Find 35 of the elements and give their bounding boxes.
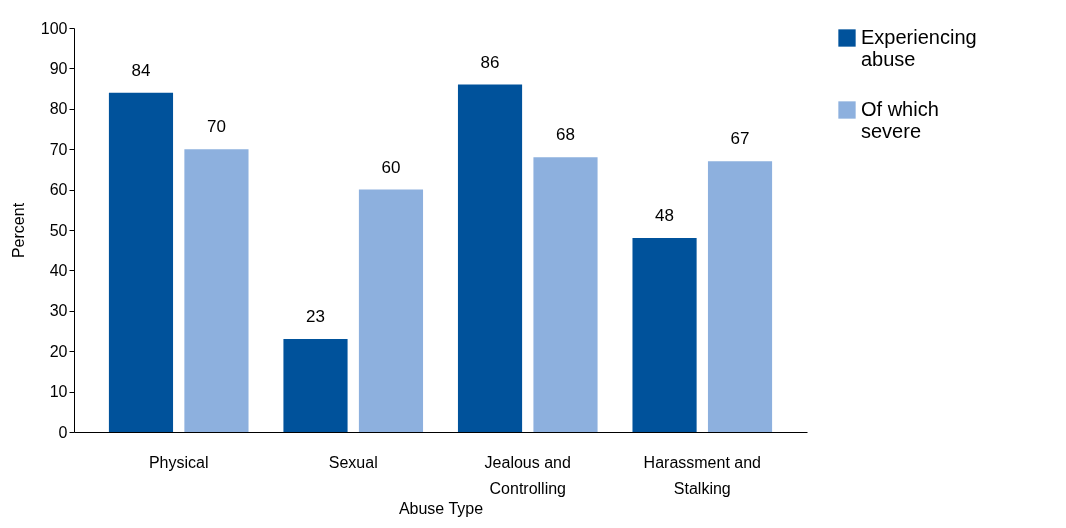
x-tick-label: Harassment and Stalking <box>643 453 761 497</box>
bar <box>632 238 697 432</box>
data-label: 86 <box>480 52 500 72</box>
data-label: 70 <box>206 117 226 137</box>
data-label: 48 <box>655 206 675 226</box>
data-label: 84 <box>131 60 151 80</box>
y-tick-label: 30 <box>49 302 68 320</box>
bar <box>108 92 174 432</box>
y-tick-label: 40 <box>49 261 68 279</box>
x-tick-label: Sexual <box>328 453 378 471</box>
x-axis-title: Abuse Type <box>398 499 484 517</box>
bar <box>533 157 598 432</box>
y-tick-label: 0 <box>58 423 68 441</box>
bar <box>283 339 348 432</box>
bar <box>457 84 523 432</box>
x-tick-label: Jealous and Controlling <box>484 453 571 497</box>
data-label: 60 <box>381 157 401 177</box>
data-label: 67 <box>730 129 750 149</box>
x-tick-label: Physical <box>148 453 209 471</box>
y-tick-label: 20 <box>49 342 68 360</box>
data-label: 23 <box>306 307 325 327</box>
y-tick-label: 80 <box>49 100 68 118</box>
y-axis-title: Percent <box>9 202 27 259</box>
y-tick-label: 100 <box>40 19 68 37</box>
legend-label: Experiencing abuse <box>861 26 977 70</box>
bar <box>358 189 424 432</box>
data-label: 68 <box>556 125 575 145</box>
y-tick-label: 70 <box>49 140 68 158</box>
bar <box>184 149 249 432</box>
y-tick-label: 10 <box>49 383 68 401</box>
y-tick-label: 50 <box>49 221 68 239</box>
legend-label: Of which severe <box>861 98 939 142</box>
y-tick-label: 90 <box>49 59 68 77</box>
bar <box>707 161 773 432</box>
y-tick-label: 60 <box>49 181 68 199</box>
